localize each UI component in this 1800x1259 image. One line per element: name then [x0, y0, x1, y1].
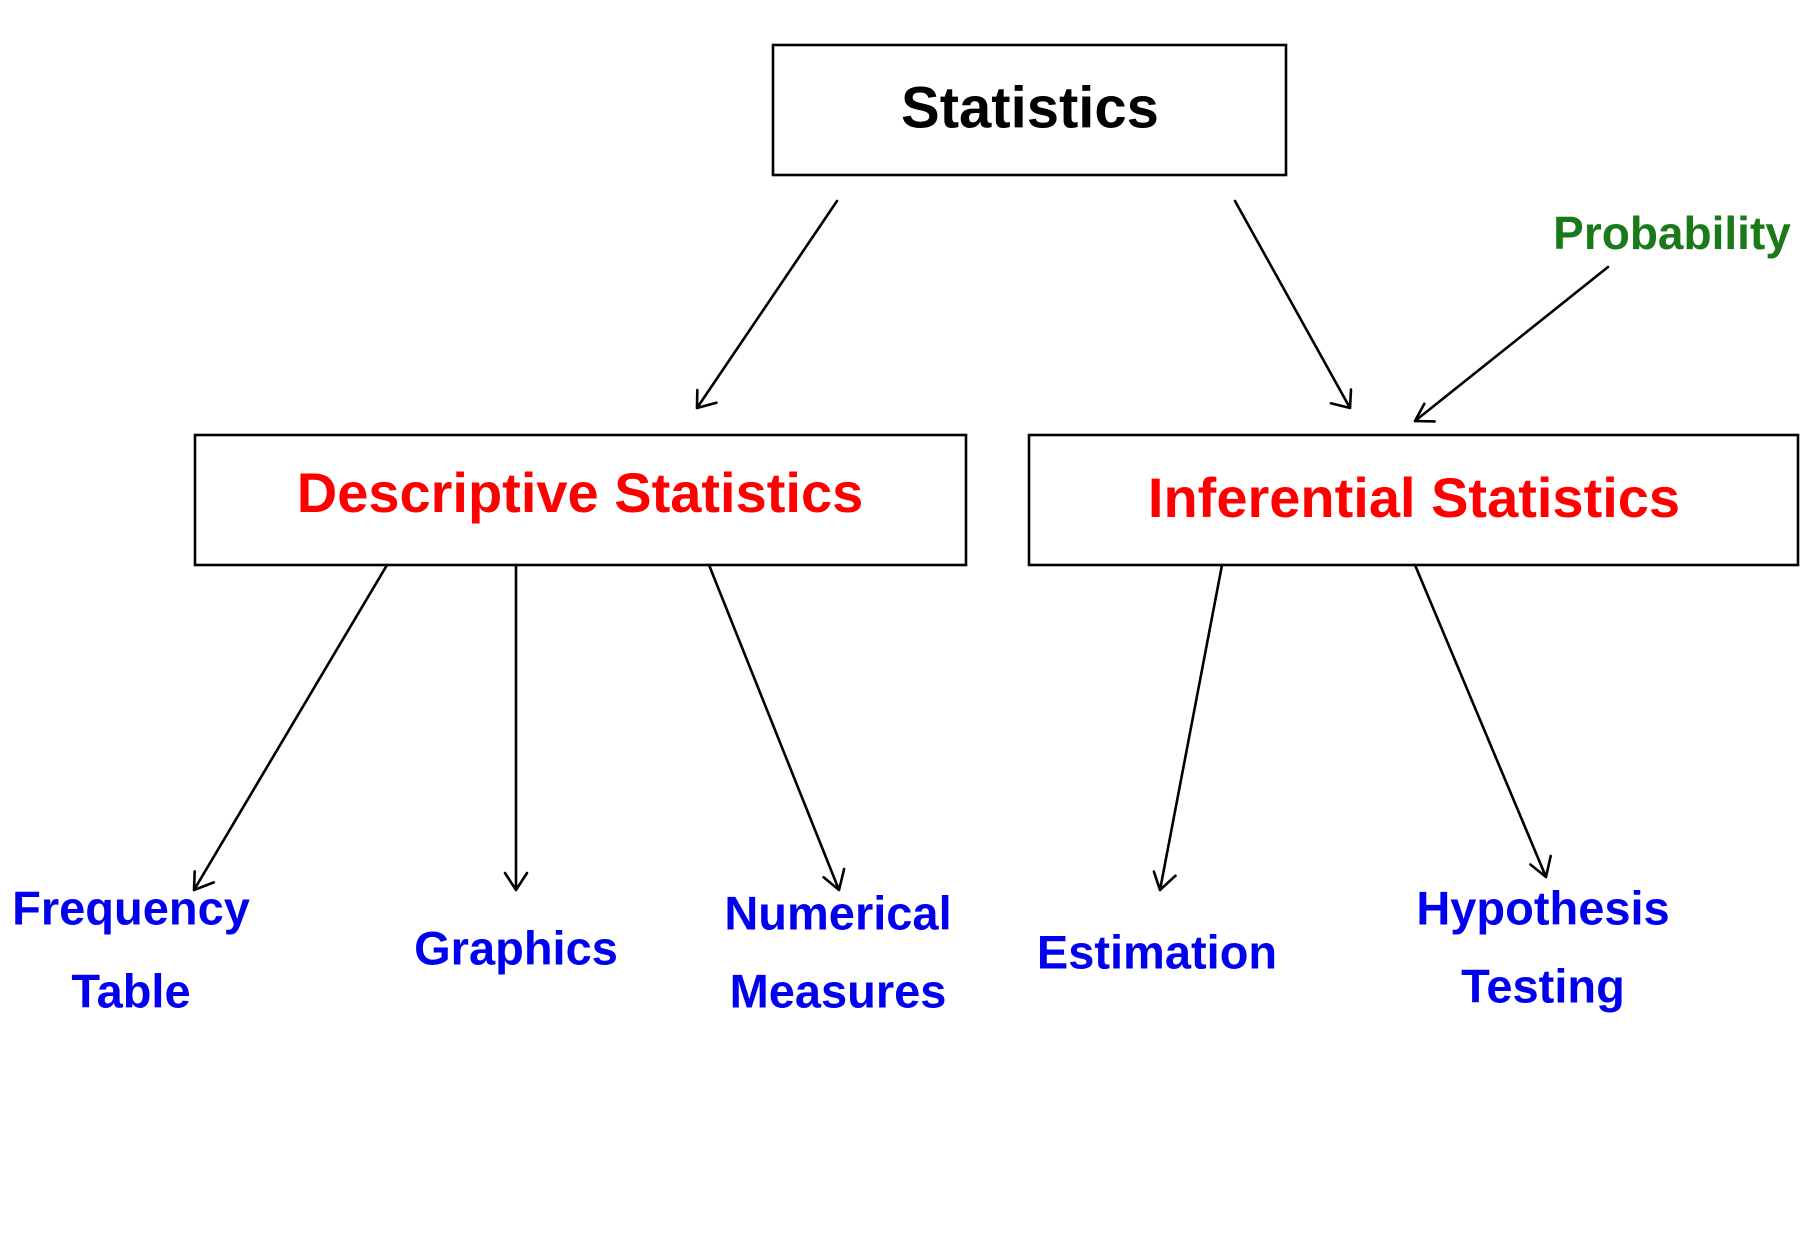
arrows: [192, 199, 1610, 892]
estimation-label: Estimation: [1037, 925, 1277, 978]
graphics-label: Graphics: [414, 921, 618, 974]
descriptive-statistics-label: Descriptive Statistics: [297, 461, 863, 524]
frequency-label: Frequency: [12, 881, 250, 934]
inferential-statistics-label: Inferential Statistics: [1148, 466, 1680, 529]
statistics-label: Statistics: [901, 75, 1159, 140]
probability-label: Probability: [1553, 207, 1791, 259]
table-label: Table: [71, 964, 190, 1017]
arrow-inferential-to-estimation: [1152, 563, 1224, 892]
arrow-descriptive-to-numerical: [707, 563, 846, 892]
hypothesis-label: Hypothesis: [1416, 881, 1669, 934]
inferential-statistics-box: [1027, 433, 1800, 567]
arrow-descriptive-to-frequency: [192, 563, 389, 892]
arrow-statistics-to-inferential: [1233, 199, 1353, 410]
arrow-inferential-to-hypothesis: [1413, 563, 1552, 879]
arrow-statistics-to-descriptive: [695, 199, 839, 410]
measures-label: Measures: [730, 964, 947, 1017]
arrow-probability-to-inferential: [1413, 265, 1610, 423]
descriptive-statistics-box: [193, 433, 968, 567]
statistics-box: [771, 43, 1288, 177]
arrow-descriptive-to-graphics: [503, 563, 529, 892]
numerical-label: Numerical: [724, 886, 951, 939]
testing-label: Testing: [1461, 959, 1625, 1012]
